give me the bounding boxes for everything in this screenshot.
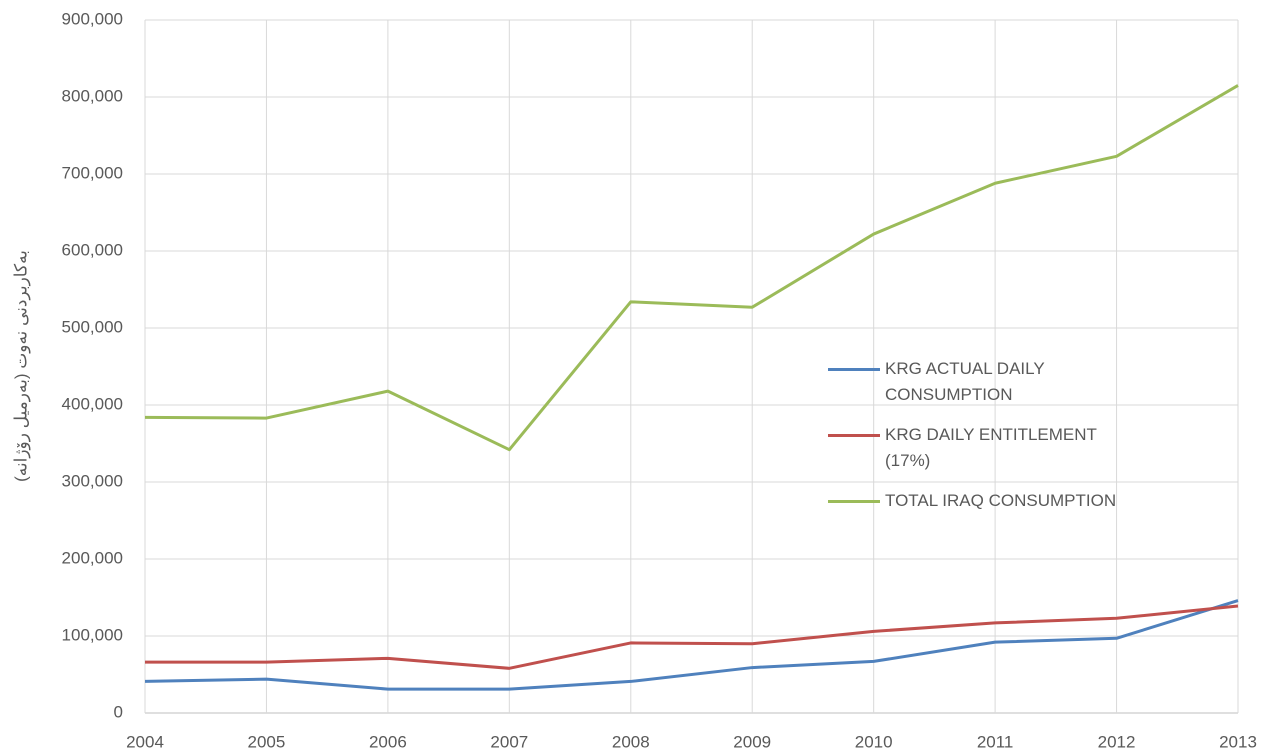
legend-label: KRG ACTUAL DAILY CONSUMPTION xyxy=(885,359,1045,404)
y-tick-label: 100,000 xyxy=(62,625,123,644)
x-tick-label: 2006 xyxy=(369,732,407,751)
legend-swatch xyxy=(828,368,880,371)
legend-item: KRG ACTUAL DAILY CONSUMPTION xyxy=(828,356,1145,408)
y-tick-label: 200,000 xyxy=(62,548,123,567)
x-tick-label: 2004 xyxy=(126,732,164,751)
series-line xyxy=(144,84,1239,452)
legend-item: KRG DAILY ENTITLEMENT (17%) xyxy=(828,422,1145,474)
legend: KRG ACTUAL DAILY CONSUMPTION KRG DAILY EN… xyxy=(828,356,1128,528)
x-tick-label: 2009 xyxy=(733,732,771,751)
legend-swatch xyxy=(828,434,880,437)
x-tick-label: 2008 xyxy=(612,732,650,751)
legend-label: KRG DAILY ENTITLEMENT (17%) xyxy=(885,425,1097,470)
y-tick-label: 800,000 xyxy=(62,86,123,105)
y-tick-label: 700,000 xyxy=(62,163,123,182)
legend-item: TOTAL IRAQ CONSUMPTION xyxy=(828,488,1145,514)
y-tick-label: 500,000 xyxy=(62,317,123,336)
y-tick-label: 300,000 xyxy=(62,471,123,490)
x-tick-label: 2013 xyxy=(1219,732,1257,751)
legend-label: TOTAL IRAQ CONSUMPTION xyxy=(885,491,1117,510)
y-tick-label: 0 xyxy=(114,702,123,721)
series-line xyxy=(144,599,1239,691)
x-tick-label: 2010 xyxy=(855,732,893,751)
x-tick-label: 2007 xyxy=(490,732,528,751)
y-axis-label: بەکاربردنی نەوت (بەرمیل رۆژانە) xyxy=(11,250,30,482)
series-line xyxy=(145,604,1239,670)
y-tick-label: 600,000 xyxy=(62,240,123,259)
x-tick-label: 2012 xyxy=(1098,732,1136,751)
legend-swatch xyxy=(828,500,880,503)
x-tick-label: 2005 xyxy=(248,732,286,751)
y-tick-label: 900,000 xyxy=(62,9,123,28)
x-tick-label: 2011 xyxy=(977,732,1014,751)
y-tick-label: 400,000 xyxy=(62,394,123,413)
